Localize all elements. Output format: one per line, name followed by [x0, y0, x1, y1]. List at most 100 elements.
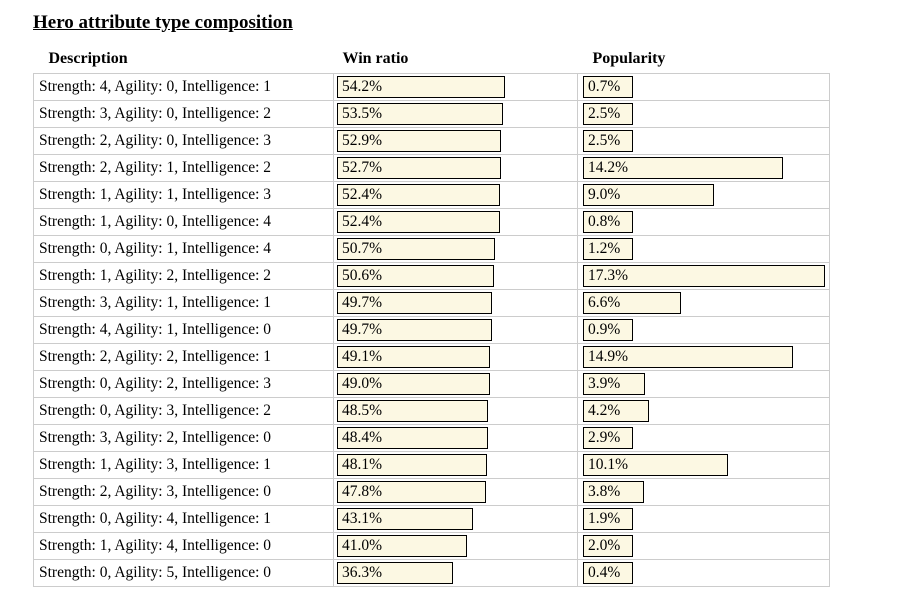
popularity-value: 10.1% — [588, 456, 629, 473]
popularity-value: 4.2% — [588, 402, 621, 419]
popularity-bar: 14.9% — [583, 346, 793, 368]
win-ratio-cell: 50.6% — [333, 262, 578, 290]
row-description: Strength: 2, Agility: 3, Intelligence: 0 — [33, 478, 334, 506]
popularity-cell: 3.9% — [577, 370, 830, 398]
popularity-cell: 2.0% — [577, 532, 830, 560]
table-row: Strength: 0, Agility: 1, Intelligence: 4… — [33, 235, 830, 263]
popularity-bar: 6.6% — [583, 292, 681, 314]
win-ratio-cell: 50.7% — [333, 235, 578, 263]
popularity-value: 0.9% — [588, 321, 621, 338]
popularity-cell: 10.1% — [577, 451, 830, 479]
table-row: Strength: 2, Agility: 0, Intelligence: 3… — [33, 127, 830, 155]
win-ratio-cell: 48.4% — [333, 424, 578, 452]
win-ratio-cell: 48.5% — [333, 397, 578, 425]
popularity-cell: 2.9% — [577, 424, 830, 452]
column-header-popularity: Popularity — [592, 50, 666, 67]
popularity-cell: 1.9% — [577, 505, 830, 533]
win-ratio-bar: 43.1% — [337, 508, 473, 530]
popularity-bar: 2.5% — [583, 103, 633, 125]
win-ratio-cell: 52.4% — [333, 208, 578, 236]
table-body: Strength: 4, Agility: 0, Intelligence: 1… — [33, 73, 830, 587]
win-ratio-bar: 48.5% — [337, 400, 488, 422]
row-description: Strength: 2, Agility: 1, Intelligence: 2 — [33, 154, 334, 182]
table-row: Strength: 2, Agility: 2, Intelligence: 1… — [33, 343, 830, 371]
table-row: Strength: 1, Agility: 4, Intelligence: 0… — [33, 532, 830, 560]
popularity-bar: 0.9% — [583, 319, 633, 341]
win-ratio-bar: 48.1% — [337, 454, 487, 476]
table-row: Strength: 2, Agility: 1, Intelligence: 2… — [33, 154, 830, 182]
win-ratio-value: 48.5% — [342, 402, 383, 419]
win-ratio-bar: 41.0% — [337, 535, 467, 557]
win-ratio-bar: 54.2% — [337, 76, 505, 98]
win-ratio-bar: 52.4% — [337, 184, 500, 206]
popularity-value: 0.7% — [588, 78, 621, 95]
popularity-cell: 2.5% — [577, 100, 830, 128]
win-ratio-bar: 52.4% — [337, 211, 500, 233]
popularity-bar: 0.8% — [583, 211, 633, 233]
hero-attribute-table: Description Win ratio Popularity Strengt… — [33, 48, 830, 587]
table-row: Strength: 1, Agility: 0, Intelligence: 4… — [33, 208, 830, 236]
win-ratio-value: 49.7% — [342, 294, 383, 311]
popularity-value: 14.9% — [588, 348, 629, 365]
popularity-bar: 1.2% — [583, 238, 633, 260]
win-ratio-value: 50.6% — [342, 267, 383, 284]
win-ratio-cell: 36.3% — [333, 559, 578, 587]
row-description: Strength: 4, Agility: 0, Intelligence: 1 — [33, 73, 334, 101]
win-ratio-value: 50.7% — [342, 240, 383, 257]
table-row: Strength: 4, Agility: 1, Intelligence: 0… — [33, 316, 830, 344]
win-ratio-value: 49.7% — [342, 321, 383, 338]
popularity-cell: 0.9% — [577, 316, 830, 344]
win-ratio-bar: 49.1% — [337, 346, 490, 368]
win-ratio-value: 48.4% — [342, 429, 383, 446]
popularity-bar: 2.0% — [583, 535, 633, 557]
popularity-bar: 17.3% — [583, 265, 825, 287]
win-ratio-value: 52.9% — [342, 132, 383, 149]
popularity-cell: 0.8% — [577, 208, 830, 236]
win-ratio-cell: 52.7% — [333, 154, 578, 182]
win-ratio-bar: 52.7% — [337, 157, 501, 179]
row-description: Strength: 0, Agility: 1, Intelligence: 4 — [33, 235, 334, 263]
row-description: Strength: 0, Agility: 5, Intelligence: 0 — [33, 559, 334, 587]
table-row: Strength: 0, Agility: 5, Intelligence: 0… — [33, 559, 830, 587]
popularity-value: 9.0% — [588, 186, 621, 203]
row-description: Strength: 2, Agility: 2, Intelligence: 1 — [33, 343, 334, 371]
popularity-cell: 1.2% — [577, 235, 830, 263]
popularity-value: 0.8% — [588, 213, 621, 230]
win-ratio-bar: 53.5% — [337, 103, 503, 125]
win-ratio-value: 53.5% — [342, 105, 383, 122]
popularity-value: 2.5% — [588, 105, 621, 122]
table-row: Strength: 1, Agility: 1, Intelligence: 3… — [33, 181, 830, 209]
win-ratio-value: 43.1% — [342, 510, 383, 527]
win-ratio-value: 54.2% — [342, 78, 383, 95]
table-row: Strength: 4, Agility: 0, Intelligence: 1… — [33, 73, 830, 101]
table-row: Strength: 3, Agility: 1, Intelligence: 1… — [33, 289, 830, 317]
table-row: Strength: 0, Agility: 2, Intelligence: 3… — [33, 370, 830, 398]
column-header-description: Description — [48, 50, 128, 67]
popularity-cell: 14.2% — [577, 154, 830, 182]
popularity-cell: 0.4% — [577, 559, 830, 587]
win-ratio-value: 47.8% — [342, 483, 383, 500]
popularity-bar: 4.2% — [583, 400, 649, 422]
win-ratio-bar: 36.3% — [337, 562, 453, 584]
win-ratio-value: 49.1% — [342, 348, 383, 365]
win-ratio-bar: 49.7% — [337, 319, 492, 341]
row-description: Strength: 1, Agility: 4, Intelligence: 0 — [33, 532, 334, 560]
table-row: Strength: 2, Agility: 3, Intelligence: 0… — [33, 478, 830, 506]
row-description: Strength: 1, Agility: 2, Intelligence: 2 — [33, 262, 334, 290]
popularity-cell: 17.3% — [577, 262, 830, 290]
win-ratio-value: 41.0% — [342, 537, 383, 554]
win-ratio-value: 52.7% — [342, 159, 383, 176]
table-row: Strength: 0, Agility: 4, Intelligence: 1… — [33, 505, 830, 533]
popularity-bar: 3.9% — [583, 373, 645, 395]
row-description: Strength: 4, Agility: 1, Intelligence: 0 — [33, 316, 334, 344]
row-description: Strength: 0, Agility: 3, Intelligence: 2 — [33, 397, 334, 425]
row-description: Strength: 1, Agility: 0, Intelligence: 4 — [33, 208, 334, 236]
popularity-cell: 9.0% — [577, 181, 830, 209]
win-ratio-value: 52.4% — [342, 186, 383, 203]
win-ratio-cell: 43.1% — [333, 505, 578, 533]
win-ratio-cell: 47.8% — [333, 478, 578, 506]
table-row: Strength: 3, Agility: 0, Intelligence: 2… — [33, 100, 830, 128]
popularity-value: 3.9% — [588, 375, 621, 392]
win-ratio-cell: 54.2% — [333, 73, 578, 101]
win-ratio-bar: 52.9% — [337, 130, 501, 152]
